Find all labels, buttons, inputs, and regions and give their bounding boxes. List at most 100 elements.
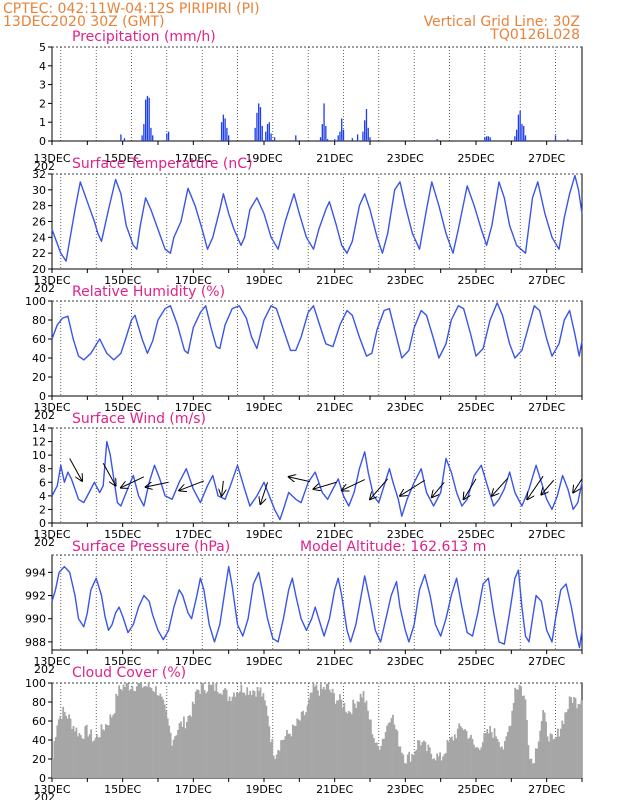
wind-ytick-label: 8 [39, 463, 46, 476]
cloud-bar [570, 697, 572, 778]
rh-ytick-label: 0 [39, 390, 46, 403]
precip-year-stub: 202 [34, 160, 55, 173]
cloud-bar [199, 693, 201, 778]
cloud-bar [75, 727, 78, 778]
cloud-bar [415, 749, 418, 778]
cloud-bar [177, 729, 179, 778]
pres-panel: Surface Pressure (hPa) Model Altitude: 16… [25, 539, 583, 676]
cloud-bar [381, 738, 384, 778]
cloud-bar [100, 724, 103, 778]
cloud-bar [113, 713, 116, 778]
cloud-bar [365, 700, 368, 778]
wind-wind-vector [289, 477, 311, 482]
cloud-bar [156, 695, 159, 778]
cloud-bar [346, 713, 349, 778]
cloud-bar [93, 740, 95, 778]
cloud-bar [514, 687, 517, 778]
cloud-bar [218, 693, 221, 778]
pres-year-stub: 202 [34, 663, 55, 676]
precip-frame [51, 46, 583, 142]
cloud-bar [455, 738, 458, 778]
cloud-bar [149, 687, 151, 778]
precip-bar [226, 127, 228, 141]
cloud-bar [284, 736, 287, 778]
cloud-bar [190, 716, 193, 778]
cloud-bar [277, 750, 280, 778]
wind-series-line [51, 440, 583, 521]
rh-title: Relative Humidity (%) [72, 284, 225, 300]
cloud-bar [255, 696, 257, 778]
cloud-bar [483, 732, 486, 778]
wind-wind-vector [573, 478, 583, 493]
precip-bar [143, 124, 145, 141]
cloud-bar [372, 737, 375, 778]
cloud-bar [527, 745, 530, 778]
precip-bar [521, 124, 523, 141]
cloud-bar [143, 686, 146, 778]
cloud-bar [302, 710, 305, 778]
cloud-bar [132, 690, 135, 778]
pres-xtick-label: 27DEC [528, 655, 565, 668]
cloud-bar [74, 731, 76, 778]
cloud-bar [203, 689, 206, 778]
cloud-bar [445, 753, 447, 778]
cloud-bar [289, 733, 291, 778]
cloud-bar [412, 755, 415, 778]
model-code: TQ0126L028 [490, 27, 580, 43]
cloud-bar [452, 740, 455, 778]
cloud-bar [568, 696, 571, 778]
cloud-bar [353, 703, 356, 778]
wind-xtick-label: 13DEC [33, 528, 70, 541]
cloud-bar [523, 695, 525, 778]
cloud-ytick-label: 20 [32, 753, 46, 766]
cloud-bar [121, 690, 123, 778]
cloud-bar [476, 747, 478, 778]
precip-bar [166, 133, 168, 141]
cloud-bar [234, 696, 237, 778]
precip-bar [487, 136, 490, 141]
wind-ytick-label: 0 [39, 517, 46, 530]
cloud-bar [300, 711, 303, 778]
cloud-bar [440, 760, 443, 778]
cloud-bar [540, 721, 543, 778]
pres-xtick-label: 21DEC [316, 655, 353, 668]
cloud-bar [127, 683, 129, 778]
cloud-bar [436, 753, 439, 778]
rh-year-stub: 202 [34, 409, 55, 422]
precip-bar [321, 124, 323, 141]
cloud-bar [355, 707, 358, 778]
wind-wind-vector [527, 475, 544, 499]
cloud-bar [393, 724, 396, 778]
cloud-bar [384, 732, 387, 778]
precip-bar [356, 134, 359, 141]
cloud-bar [511, 710, 514, 778]
cloud-bar [168, 725, 171, 778]
cloud-bar [534, 748, 537, 778]
cloud-bar [309, 692, 312, 778]
temp-ytick-label: 22 [32, 247, 46, 260]
cloud-bar [227, 700, 229, 778]
cloud-bar [306, 705, 309, 778]
cloud-bar [211, 685, 213, 778]
cloud-bar [512, 703, 515, 778]
precip-bar [364, 120, 366, 141]
precip-bar [365, 109, 368, 141]
cloud-bar [200, 684, 203, 778]
cloud-bar [134, 691, 137, 778]
precip-bar [485, 136, 488, 141]
cloud-bar [262, 693, 265, 778]
precip-bar [341, 118, 343, 141]
wind-xtick-label: 15DEC [104, 528, 141, 541]
cloud-bar [131, 685, 134, 778]
cloud-bar [106, 725, 109, 778]
temp-title: Surface Temperature (nC) [72, 156, 253, 172]
cloud-bar [524, 699, 527, 778]
precip-bar [224, 118, 226, 141]
wind-xtick-label: 17DEC [175, 528, 212, 541]
temp-xtick-label: 23DEC [387, 274, 424, 287]
cloud-bar [296, 718, 299, 778]
cloud-bar [521, 695, 524, 778]
cloud-bar [325, 684, 328, 778]
rh-ytick-label: 60 [32, 333, 46, 346]
cloud-bar [421, 742, 424, 778]
